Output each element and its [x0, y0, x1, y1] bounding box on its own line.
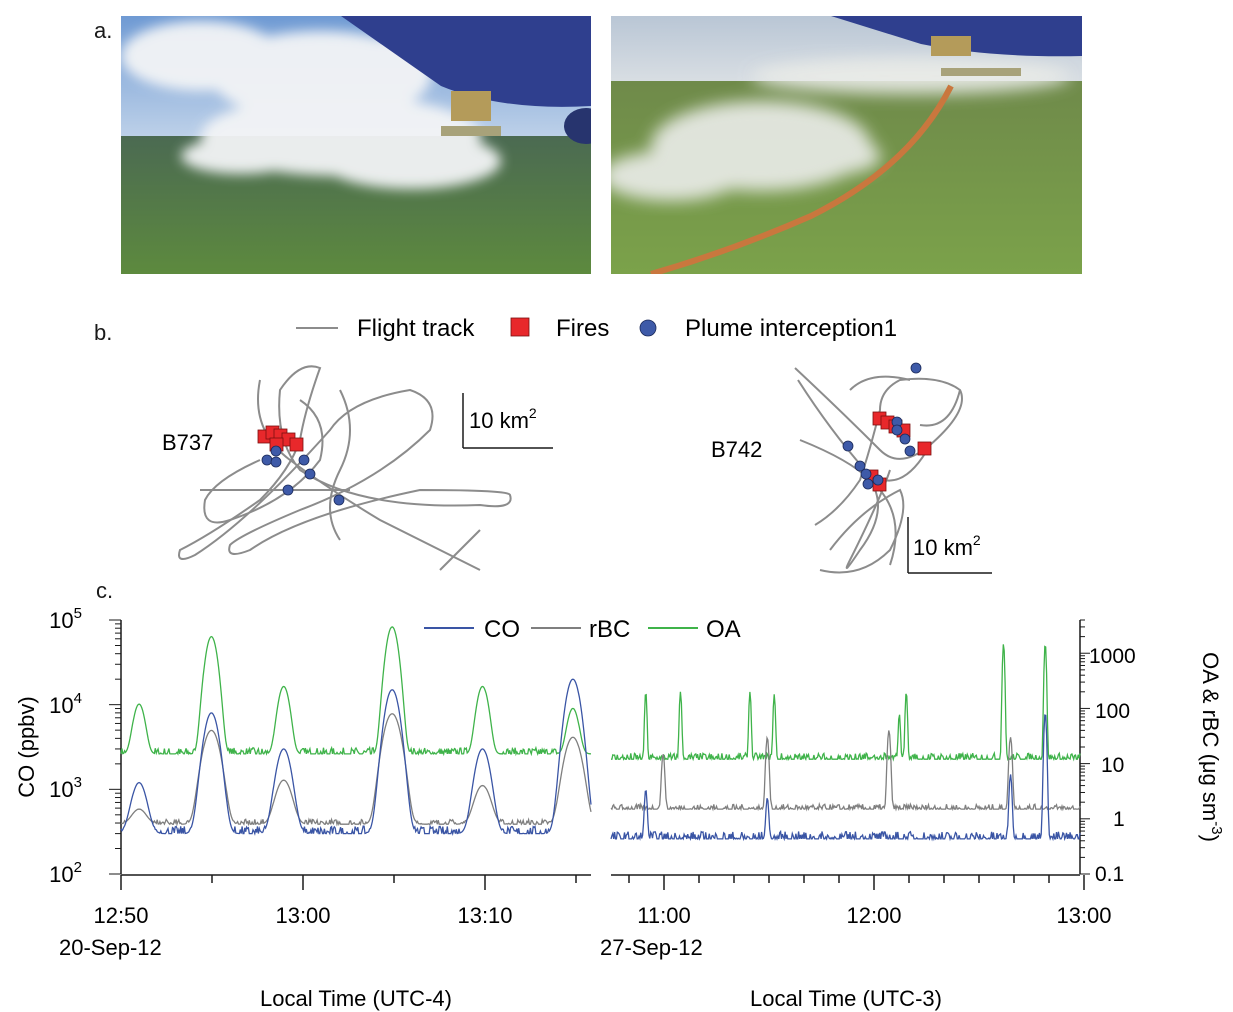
plume-marker [842, 440, 854, 452]
x-tick-label: 12:00 [846, 903, 901, 928]
plume-marker [899, 433, 911, 445]
plume-marker [261, 454, 273, 466]
plume-marker [282, 484, 294, 496]
fire-marker [289, 437, 304, 452]
scale-bar-b742: 10 km2 [907, 517, 992, 574]
right-tick-label: 100 [1095, 700, 1130, 723]
plume-marker [298, 454, 310, 466]
left-axis-minor-ticks [109, 619, 121, 875]
plume-marker [270, 445, 282, 457]
x-tick-label: 13:00 [1056, 903, 1111, 928]
right-tick-label: 1000 [1089, 645, 1136, 668]
plume-marker [854, 460, 866, 472]
legend-plume-label: Plume interception1 [685, 315, 897, 342]
legend-co-label: CO [484, 616, 520, 643]
map-b737: B737 10 km2 [162, 365, 553, 571]
left-axis: 102 103 104 105 CO (ppbv) [14, 605, 122, 887]
x-tick-label: 13:10 [457, 903, 512, 928]
left-tick-label: 104 [49, 690, 82, 718]
left-tick-label: 102 [49, 859, 82, 887]
legend-plume-swatch [639, 319, 657, 337]
series-line-co-27sep [610, 714, 1081, 842]
flight-track-b737 [178, 365, 512, 571]
legend-rbc-label: rBC [589, 616, 630, 643]
x-axis-label-left: Local Time (UTC-4) [260, 986, 452, 1011]
map-b742: B742 10 km2 [711, 362, 992, 574]
fires-b737 [257, 425, 304, 452]
legend-fire-swatch [510, 317, 530, 337]
x-tick-label: 11:00 [637, 903, 690, 928]
left-tick-label: 105 [49, 605, 82, 633]
right-axis-label: OA & rBC (μg sm-3) [1198, 652, 1225, 842]
date-label-right: 27-Sep-12 [600, 935, 703, 960]
scale-label-b737: 10 km2 [469, 405, 537, 433]
fire-marker [917, 441, 932, 456]
series-line-oa-27sep [611, 644, 1081, 762]
plume-marker [910, 362, 922, 374]
x-axis-left: 12:50 13:00 13:10 20-Sep-12 Local Time (… [59, 874, 591, 1011]
date-label-left: 20-Sep-12 [59, 935, 162, 960]
x-tick-label: 13:00 [275, 903, 330, 928]
legend-fires-label: Fires [556, 315, 609, 342]
timeseries-chart: CO rBC OA 102 103 104 105 CO (ppbv) 0.1 … [14, 605, 1225, 1011]
series-line-co-20sep [120, 678, 592, 836]
right-axis: 0.1 1 10 100 1000 OA & rBC (μg sm-3) [1079, 619, 1225, 886]
legend-flight-track-label: Flight track [357, 315, 475, 342]
map-b737-label: B737 [162, 430, 213, 455]
right-axis-minor-ticks [1080, 619, 1090, 875]
panel-a-label: a. [94, 18, 113, 43]
right-tick-label: 10 [1101, 754, 1124, 777]
series-line-rbc-27sep [610, 730, 1081, 812]
series-line-oa-20sep [120, 626, 592, 757]
right-tick-label: 1 [1113, 808, 1125, 831]
scale-label-b742: 10 km2 [913, 532, 981, 560]
series-line-rbc-20sep [120, 713, 592, 827]
plume-marker [860, 468, 872, 480]
x-tick-label: 12:50 [93, 903, 148, 928]
flight-maps: B737 10 km2 [162, 362, 992, 574]
series-layer [120, 626, 1081, 842]
legend-oa-label: OA [706, 616, 741, 643]
map-legend: Flight track Fires Plume interception1 [296, 315, 897, 342]
panel-c-label: c. [96, 578, 114, 603]
aerial-photo-left [121, 16, 591, 274]
plume-marker [304, 468, 316, 480]
timeseries-legend: CO rBC OA [424, 616, 741, 643]
plume-marker [904, 445, 916, 457]
plume-marker [891, 424, 903, 436]
plumes-b742 [842, 362, 922, 490]
map-b742-label: B742 [711, 437, 762, 462]
panel-b-label: b. [94, 320, 113, 345]
plumes-b737 [261, 445, 345, 506]
x-axis-label-right: Local Time (UTC-3) [750, 986, 942, 1011]
right-tick-label: 0.1 [1095, 863, 1124, 886]
plume-marker [333, 494, 345, 506]
plume-marker [270, 456, 282, 468]
plume-marker [872, 474, 884, 486]
left-tick-label: 103 [49, 774, 82, 802]
plume-marker [862, 478, 874, 490]
scale-bar-b737: 10 km2 [462, 393, 553, 449]
x-axis-right: 11:00 12:00 13:00 27-Sep-12 Local Time (… [600, 874, 1112, 1011]
left-axis-label: CO (ppbv) [14, 696, 39, 797]
aerial-photo-right [611, 16, 1082, 274]
